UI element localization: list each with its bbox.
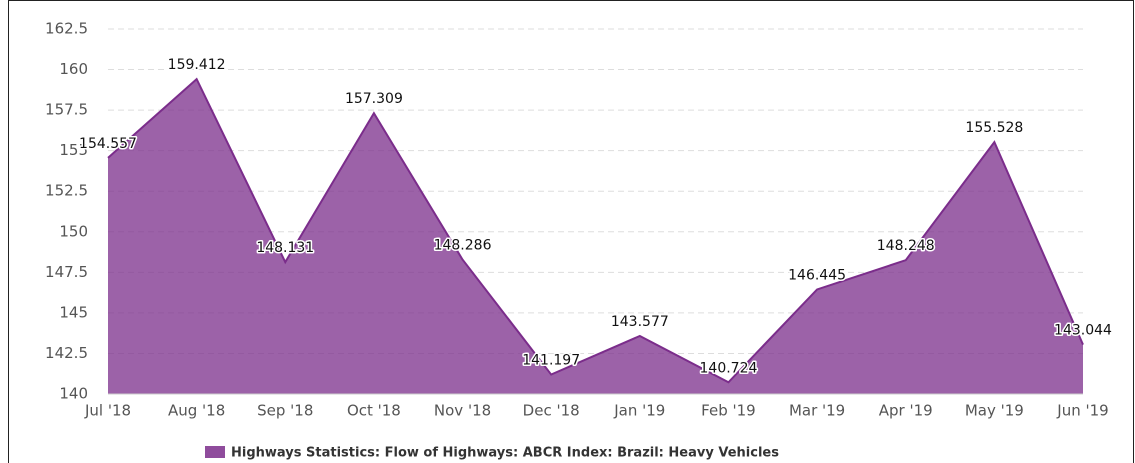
y-tick-label: 150: [59, 222, 88, 240]
data-label: 148.131: [256, 240, 314, 256]
y-tick-label: 160: [59, 60, 88, 78]
data-label: 146.445: [788, 267, 846, 283]
legend-label: Highways Statistics: Flow of Highways: A…: [231, 446, 779, 461]
x-tick-label: Sep '18: [257, 402, 313, 420]
x-tick-label: Dec '18: [523, 402, 580, 420]
y-tick-label: 162.5: [45, 20, 88, 38]
y-tick-label: 155: [59, 141, 88, 159]
data-label: 141.197: [522, 353, 580, 369]
x-tick-label: Oct '18: [347, 402, 401, 420]
data-label: 159.412: [168, 57, 226, 73]
y-tick-label: 147.5: [45, 263, 88, 281]
x-tick-label: Nov '18: [434, 402, 491, 420]
x-tick-label: Apr '19: [879, 402, 933, 420]
data-label: 148.248: [877, 238, 935, 254]
legend-swatch: [205, 446, 225, 458]
data-label: 155.528: [965, 120, 1023, 136]
x-tick-label: Jun '19: [1056, 402, 1108, 420]
data-label: 143.577: [611, 314, 669, 330]
y-tick-label: 157.5: [45, 101, 88, 119]
x-tick-label: Feb '19: [701, 402, 756, 420]
y-tick-label: 145: [59, 303, 88, 321]
data-label: 148.286: [434, 238, 492, 254]
x-tick-label: Aug '18: [168, 402, 225, 420]
area-line: [107, 77, 1084, 384]
data-label: 154.557: [79, 136, 137, 152]
x-tick-label: Jan '19: [613, 402, 665, 420]
area: [108, 79, 1083, 394]
x-tick-label: Mar '19: [789, 402, 845, 420]
y-tick-label: 142.5: [45, 344, 88, 362]
chart-frame: [8, 0, 1134, 463]
x-tick-label: May '19: [965, 402, 1024, 420]
data-label: 140.724: [700, 360, 758, 376]
data-label: 143.044: [1054, 323, 1112, 339]
data-label: 157.309: [345, 91, 403, 107]
y-tick-label: 152.5: [45, 182, 88, 200]
x-tick-label: Jul '18: [84, 402, 131, 420]
y-tick-label: 140: [59, 385, 88, 403]
